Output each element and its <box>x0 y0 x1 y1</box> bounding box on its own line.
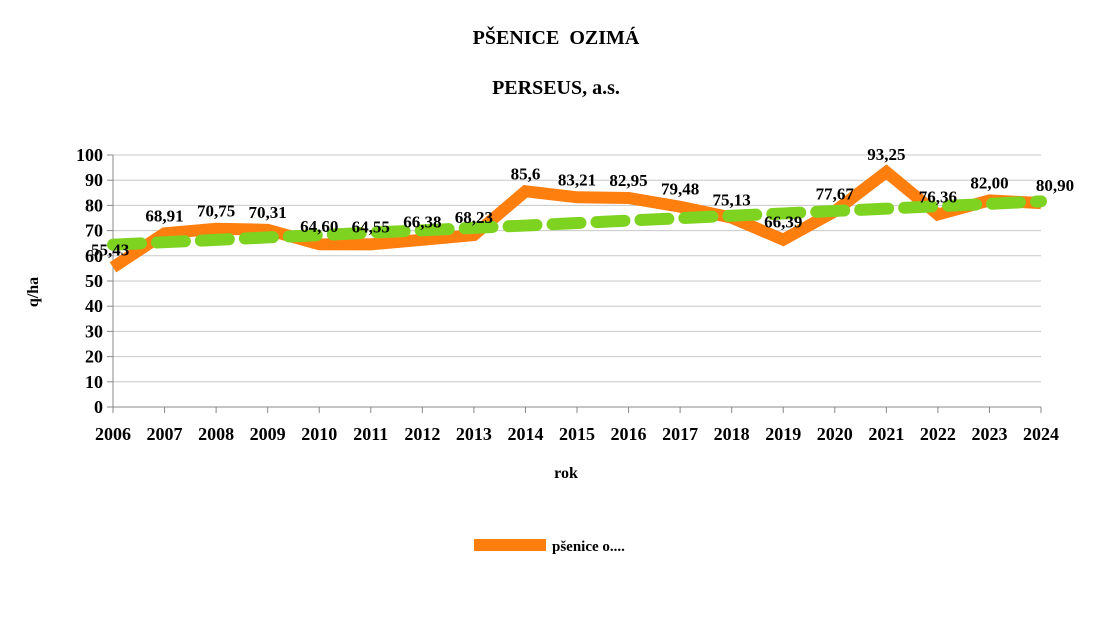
x-tick-label: 2012 <box>404 424 440 444</box>
x-tick-label: 2006 <box>95 424 131 444</box>
series-group <box>107 164 1047 273</box>
x-axis-ticks: 2006 2007 2008 2009 2010 2011 2012 2013 2014 2015… <box>95 407 1059 444</box>
y-tick-label: 100 <box>76 145 103 165</box>
y-axis-ticks: 0 10 20 30 40 50 60 70 80 90 100 <box>76 145 113 417</box>
data-labels: 55,43 68,91 70,75 70,31 64,60 64,55 66,38 68,23… <box>91 145 1074 259</box>
x-axis-label: rok <box>554 465 578 482</box>
data-label: 93,25 <box>867 145 905 164</box>
data-label: 68,91 <box>145 206 183 225</box>
data-label: 70,75 <box>197 202 235 221</box>
x-tick-label: 2014 <box>507 424 543 444</box>
data-label: 68,23 <box>455 208 493 227</box>
y-tick-label: 90 <box>85 170 103 190</box>
data-label: 64,55 <box>352 217 390 236</box>
series-line-psenice <box>109 164 1042 273</box>
data-label: 79,48 <box>661 180 699 199</box>
x-tick-label: 2022 <box>920 424 956 444</box>
data-label: 76,36 <box>919 188 957 207</box>
x-tick-label: 2011 <box>353 424 388 444</box>
x-tick-label: 2015 <box>559 424 595 444</box>
data-label: 66,38 <box>403 213 441 232</box>
x-tick-label: 2010 <box>301 424 337 444</box>
y-axis-label: q/ha <box>25 277 42 307</box>
trendline <box>107 195 1047 251</box>
legend: pšenice o.... <box>474 539 625 555</box>
x-tick-label: 2017 <box>662 424 698 444</box>
y-tick-label: 0 <box>94 397 103 417</box>
data-label: 75,13 <box>713 191 751 210</box>
gridlines <box>113 154 1041 408</box>
data-label: 66,39 <box>764 213 802 232</box>
chart-title: PŠENICE OZIMÁ <box>473 25 640 49</box>
data-label: 83,21 <box>558 170 596 189</box>
y-tick-label: 20 <box>85 347 103 367</box>
data-label: 80,90 <box>1036 176 1074 195</box>
data-label: 85,6 <box>511 164 541 183</box>
y-tick-label: 80 <box>85 195 103 215</box>
x-tick-label: 2023 <box>971 424 1007 444</box>
x-tick-label: 2020 <box>817 424 853 444</box>
y-tick-label: 60 <box>85 246 103 266</box>
data-label: 82,00 <box>970 173 1008 192</box>
x-tick-label: 2007 <box>147 424 183 444</box>
legend-label-psenice: pšenice o.... <box>552 539 625 555</box>
x-tick-label: 2016 <box>611 424 647 444</box>
y-tick-label: 50 <box>85 271 103 291</box>
data-label: 82,95 <box>609 171 647 190</box>
data-label: 77,67 <box>816 184 855 203</box>
y-tick-label: 30 <box>85 321 103 341</box>
data-label: 55,43 <box>91 240 129 259</box>
x-tick-label: 2019 <box>765 424 801 444</box>
data-label: 64,60 <box>300 217 338 236</box>
x-tick-label: 2021 <box>868 424 904 444</box>
data-label: 70,31 <box>249 203 287 222</box>
y-tick-label: 70 <box>85 221 103 241</box>
y-tick-label: 10 <box>85 372 103 392</box>
x-tick-label: 2009 <box>250 424 286 444</box>
x-tick-label: 2008 <box>198 424 234 444</box>
chart-subtitle: PERSEUS, a.s. <box>492 77 620 99</box>
x-tick-label: 2024 <box>1023 424 1059 444</box>
x-tick-label: 2013 <box>456 424 492 444</box>
x-tick-label: 2018 <box>714 424 750 444</box>
y-tick-label: 40 <box>85 296 103 316</box>
